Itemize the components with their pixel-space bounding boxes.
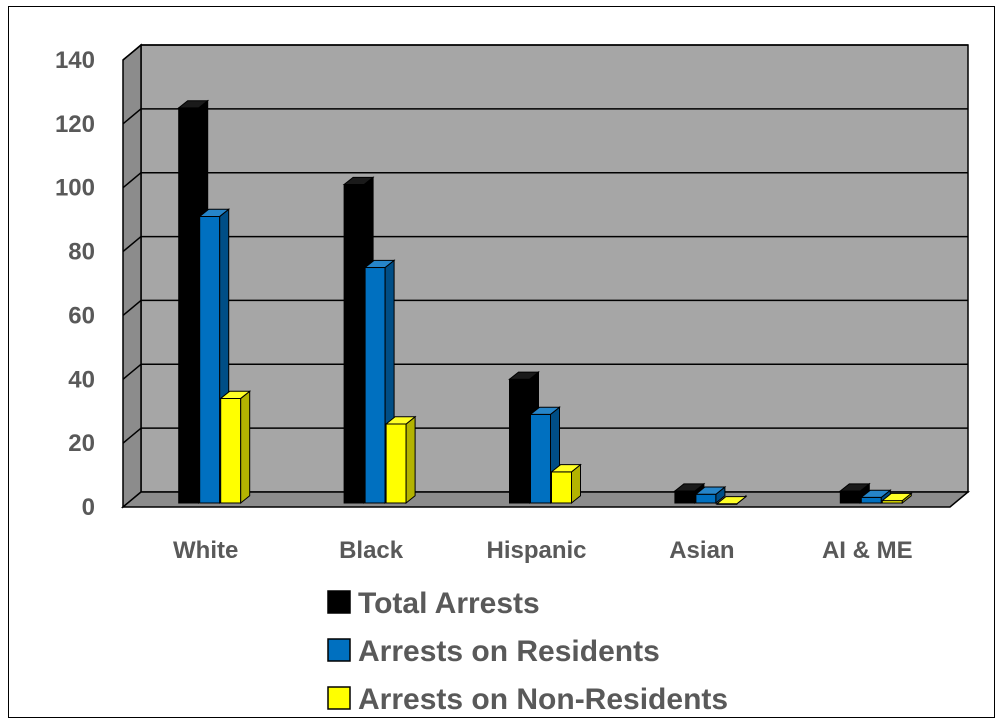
- bar-front: [385, 423, 407, 504]
- bar-top: [529, 406, 561, 415]
- y-tick-label: 60: [68, 302, 95, 329]
- legend-label: Arrests on Residents: [358, 635, 660, 668]
- y-tick-label: 100: [55, 175, 95, 202]
- bar-front: [509, 378, 530, 504]
- bar-top: [838, 483, 871, 492]
- y-tick-label: 40: [68, 366, 95, 393]
- bar-top: [550, 464, 582, 473]
- x-category-label: Black: [339, 537, 404, 564]
- gridline-side: [122, 108, 142, 125]
- legend: Total Arrests Arrests on Residents Arrests…: [327, 587, 728, 716]
- y-tick-label: 80: [68, 239, 95, 266]
- bar-side: [240, 390, 251, 505]
- legend-swatch: [327, 638, 351, 662]
- bar-top: [673, 483, 706, 492]
- gridline-side: [122, 299, 142, 317]
- bar-top: [508, 371, 540, 380]
- bar-top: [694, 486, 727, 495]
- y-tick-label: 20: [68, 430, 95, 457]
- bar-front: [530, 413, 551, 504]
- bar-front: [695, 493, 717, 504]
- bar-front: [674, 490, 696, 504]
- bar: [384, 415, 417, 505]
- bar-front: [364, 267, 386, 504]
- x-category-label: AI & ME: [822, 537, 913, 564]
- bar-side: [405, 415, 416, 505]
- bar-top: [198, 208, 231, 217]
- gridline-side: [122, 363, 142, 380]
- bar: [880, 492, 913, 505]
- bar-front: [199, 215, 221, 504]
- bar: [715, 494, 748, 505]
- bar: [219, 390, 252, 505]
- bar: [694, 485, 727, 505]
- x-category-label: White: [173, 537, 238, 564]
- bar-top: [342, 176, 375, 186]
- legend-label: Total Arrests: [358, 587, 540, 620]
- gridline-side: [122, 235, 142, 253]
- x-axis-categories: White Black Hispanic Asian AI & ME: [173, 537, 913, 564]
- bar-front: [551, 471, 572, 504]
- bar-front: [343, 184, 365, 504]
- bar-top: [363, 259, 396, 269]
- y-tick-label: 120: [55, 111, 95, 138]
- bar-top: [219, 390, 252, 399]
- bar-front: [860, 496, 882, 504]
- bar-top: [384, 416, 417, 425]
- bar-front: [839, 490, 861, 504]
- bar-front: [220, 397, 242, 504]
- legend-swatch: [327, 686, 351, 710]
- gridline-side: [122, 44, 142, 61]
- gridline-side: [122, 427, 142, 444]
- legend-swatch: [327, 590, 351, 614]
- bar: [550, 463, 582, 505]
- bars: [177, 99, 913, 505]
- y-tick-label: 0: [82, 494, 95, 521]
- bar-top: [177, 100, 210, 109]
- bar-top: [715, 496, 748, 505]
- x-category-label: Asian: [669, 537, 734, 564]
- y-tick-label: 140: [55, 47, 95, 74]
- side-wall: [122, 43, 142, 509]
- legend-label: Arrests on Non-Residents: [358, 683, 728, 716]
- bar-top: [880, 492, 913, 502]
- y-axis-ticks: 0 20 40 60 80 100 120 140: [55, 47, 95, 521]
- bar-front: [178, 107, 200, 504]
- bar-top: [859, 489, 892, 498]
- gridline-side: [122, 172, 142, 189]
- x-category-label: Hispanic: [486, 537, 586, 564]
